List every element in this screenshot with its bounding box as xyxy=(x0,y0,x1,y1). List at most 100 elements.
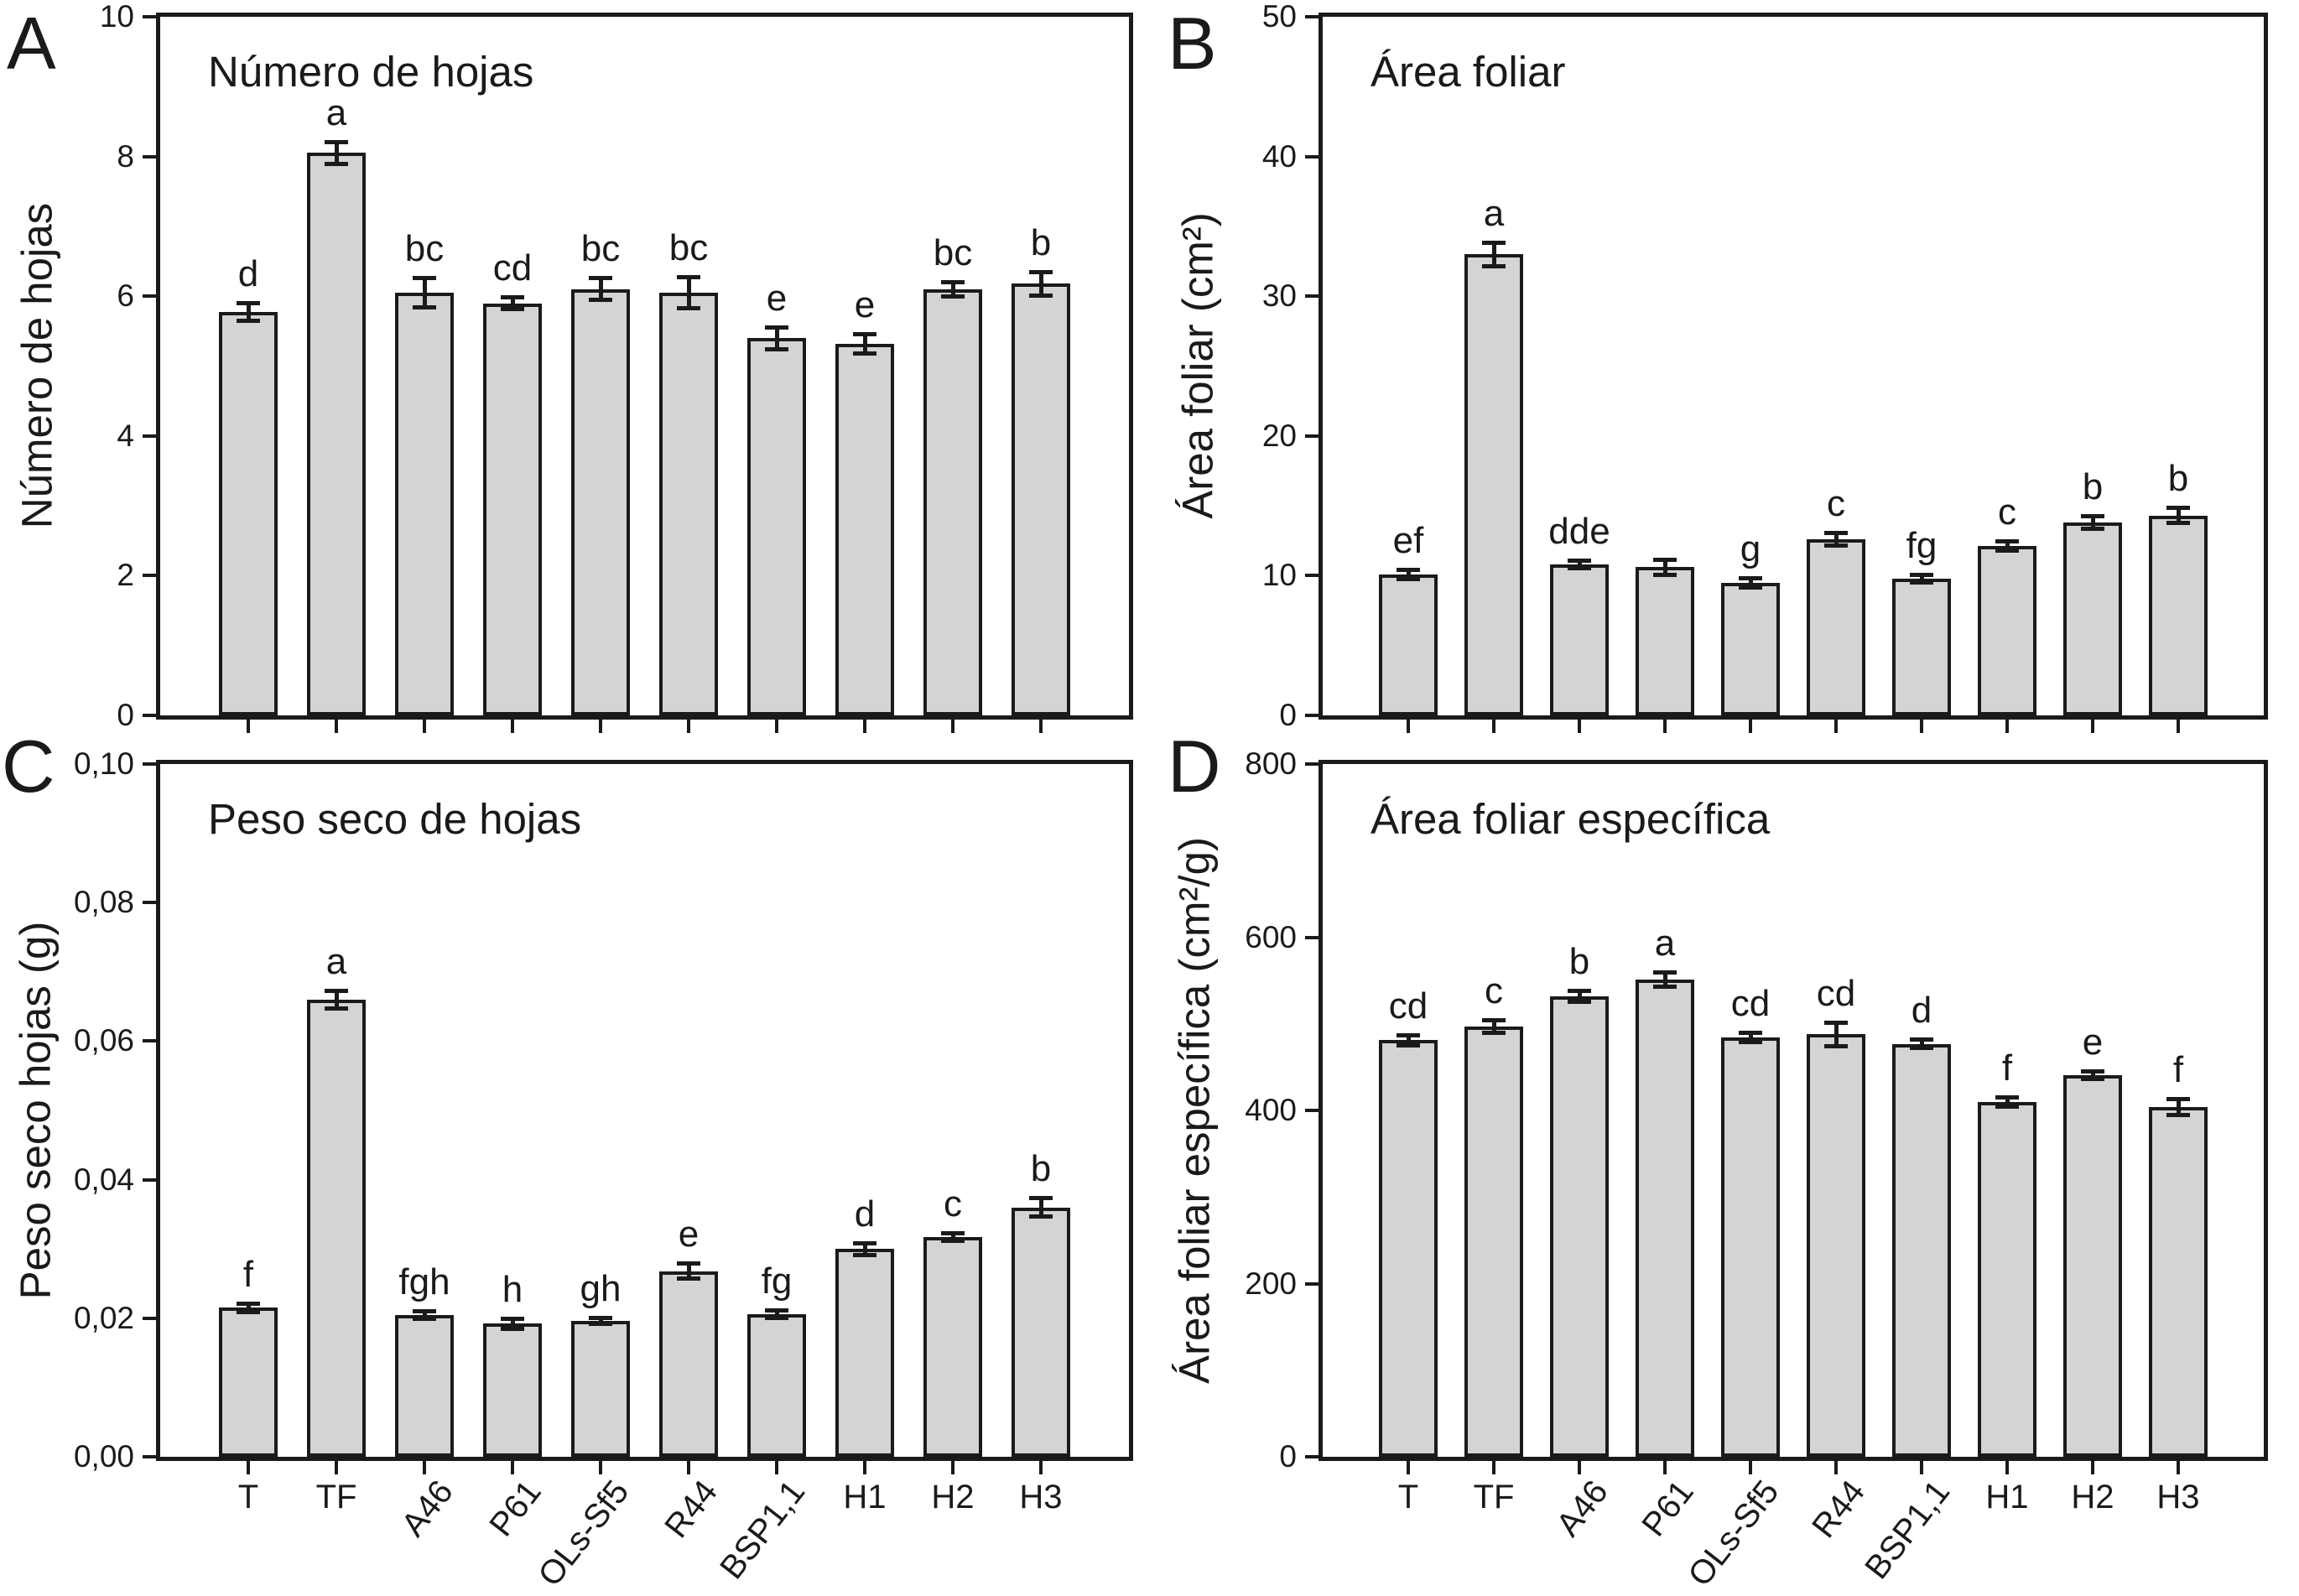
y-tick xyxy=(1305,574,1319,578)
error-cap-bottom xyxy=(677,306,700,311)
panel-letter-b: B xyxy=(1168,2,1217,85)
bar-H2 xyxy=(2063,522,2122,715)
x-tick xyxy=(335,1461,338,1474)
bar-TF xyxy=(1464,254,1523,715)
error-cap-top xyxy=(1995,1094,2019,1100)
sig-letter: bc xyxy=(404,228,445,270)
error-bar xyxy=(247,1304,251,1312)
x-tick xyxy=(863,1461,866,1474)
error-cap-top xyxy=(237,1302,260,1307)
error-bar xyxy=(1407,1036,1411,1045)
x-tick xyxy=(1578,720,1581,733)
y-axis-label-b: Área foliar (cm²) xyxy=(1173,212,1222,519)
x-tick xyxy=(2091,1461,2094,1474)
sig-letter: b xyxy=(1030,1147,1052,1189)
sig-letter: b xyxy=(1030,221,1052,263)
sig-letter: cd xyxy=(1388,985,1428,1027)
y-tick xyxy=(143,901,156,905)
bar-H3 xyxy=(1012,1207,1070,1457)
sig-letter: c xyxy=(1827,483,1845,525)
panel-letter-c: C xyxy=(2,725,55,808)
x-tick xyxy=(599,720,602,733)
error-cap-top xyxy=(325,988,348,993)
error-cap-bottom xyxy=(1653,572,1677,577)
error-cap-top xyxy=(501,294,524,299)
sig-letter: h xyxy=(502,1268,523,1310)
y-tick-label: 40 xyxy=(1261,138,1297,174)
error-cap-top xyxy=(1482,1017,1506,1022)
error-cap-top xyxy=(1653,558,1677,563)
error-bar xyxy=(1578,560,1582,569)
error-cap-top xyxy=(237,300,260,305)
error-cap-bottom xyxy=(1482,263,1506,268)
y-tick-label: 2 xyxy=(117,558,134,593)
bar-T xyxy=(1379,574,1438,715)
sig-letter: dde xyxy=(1548,510,1610,552)
sig-letter: e xyxy=(766,277,788,319)
y-tick xyxy=(1305,935,1319,939)
error-cap-top xyxy=(765,325,788,330)
y-tick-label: 0,02 xyxy=(73,1300,134,1335)
error-cap-bottom xyxy=(2081,1076,2104,1081)
sig-letter: c xyxy=(1485,970,1503,1011)
error-cap-top xyxy=(1910,572,1933,577)
error-bar xyxy=(2177,508,2181,523)
bar-P61 xyxy=(1636,980,1694,1457)
sig-letter: b xyxy=(2082,466,2104,508)
error-cap-top xyxy=(1739,1031,1762,1036)
y-tick xyxy=(143,154,156,159)
y-tick xyxy=(143,294,156,299)
y-tick xyxy=(1305,1281,1319,1286)
x-tick xyxy=(1663,720,1667,733)
x-tick xyxy=(1663,1461,1667,1474)
bar-P61 xyxy=(483,303,542,715)
plot-title-c: Peso seco de hojas xyxy=(208,795,582,843)
x-category-label: BSP1,1 xyxy=(1858,1474,1958,1586)
panel-letter-a: A xyxy=(7,2,56,85)
x-tick xyxy=(1578,1461,1581,1474)
x-tick xyxy=(511,720,514,733)
error-cap-bottom xyxy=(1029,293,1053,298)
y-tick xyxy=(1305,294,1319,299)
sig-letter: fg xyxy=(761,1260,793,1302)
error-bar xyxy=(687,277,691,309)
error-cap-bottom xyxy=(1568,999,1591,1004)
panel-letter-d: D xyxy=(1168,725,1221,808)
error-bar xyxy=(1407,569,1411,579)
y-tick-label: 0 xyxy=(1279,698,1297,732)
x-tick xyxy=(1749,720,1752,733)
error-cap-top xyxy=(2166,506,2190,511)
x-tick xyxy=(423,720,426,733)
x-tick xyxy=(951,1461,954,1474)
x-tick xyxy=(2005,720,2009,733)
bar-T xyxy=(219,1307,278,1457)
error-bar xyxy=(511,1318,515,1329)
bar-H1 xyxy=(1978,1101,2036,1457)
error-cap-bottom xyxy=(1739,585,1762,590)
x-tick xyxy=(951,720,954,733)
bar-A46 xyxy=(1550,564,1609,715)
x-tick xyxy=(1834,720,1838,733)
y-tick xyxy=(1305,1455,1319,1458)
error-bar xyxy=(1834,533,1839,545)
sig-letter: f xyxy=(2001,1047,2013,1089)
y-tick xyxy=(143,1178,156,1182)
y-tick xyxy=(143,1316,156,1320)
bar-R44 xyxy=(1807,1034,1865,1457)
sig-letter: cd xyxy=(1730,983,1771,1025)
error-cap-top xyxy=(1568,558,1591,563)
y-tick-label: 4 xyxy=(117,418,134,453)
sig-letter: bc xyxy=(668,226,709,268)
bar-H3 xyxy=(2149,515,2208,715)
y-tick xyxy=(143,1455,156,1458)
y-tick-label: 200 xyxy=(1245,1266,1297,1301)
error-cap-bottom xyxy=(1482,1031,1506,1036)
error-cap-top xyxy=(1824,1020,1848,1025)
y-tick-label: 10 xyxy=(99,0,134,34)
error-cap-bottom xyxy=(237,318,260,323)
sig-letter: ef xyxy=(1392,519,1424,561)
sig-letter: fgh xyxy=(398,1261,450,1302)
sig-letter: f xyxy=(2172,1048,2184,1090)
sig-letter: fg xyxy=(1906,524,1938,566)
bar-H2 xyxy=(2063,1074,2122,1457)
